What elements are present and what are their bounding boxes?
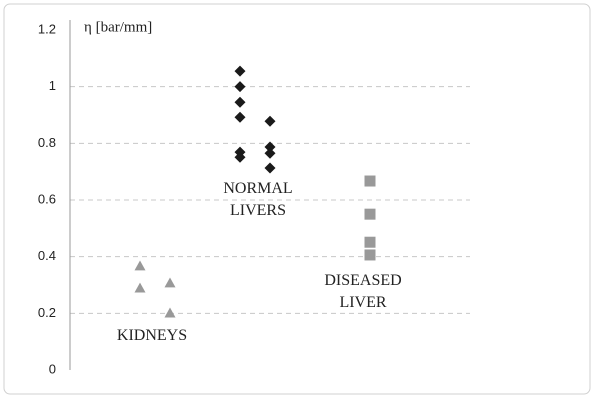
annotation-line: LIVER <box>339 294 386 311</box>
data-point <box>234 65 246 77</box>
y-axis-label: η [bar/mm] <box>84 19 152 35</box>
data-point <box>364 249 376 261</box>
data-point <box>264 141 276 153</box>
annotation-line: NORMAL <box>223 180 292 197</box>
data-point <box>364 208 376 220</box>
y-tick-label: 0 <box>49 361 56 376</box>
data-point <box>234 151 246 163</box>
data-point <box>264 147 276 159</box>
y-tick-label: 0.8 <box>38 135 56 150</box>
annotation: DISEASED LIVER <box>324 272 401 311</box>
data-point <box>264 162 276 174</box>
y-tick-label: 1 <box>49 78 56 93</box>
data-point <box>234 81 246 93</box>
annotation: KIDNEYS <box>117 327 187 344</box>
annotation-line: KIDNEYS <box>117 327 187 344</box>
data-point <box>264 115 276 127</box>
data-point <box>234 111 246 123</box>
data-point <box>164 307 176 318</box>
data-point <box>134 260 146 271</box>
data-point <box>234 96 246 108</box>
y-tick-label: 0.2 <box>38 305 56 320</box>
annotation: NORMAL LIVERS <box>223 180 292 219</box>
data-point <box>364 236 376 248</box>
y-tick-label: 0.4 <box>38 248 56 263</box>
data-point <box>134 282 146 293</box>
annotation-line: DISEASED <box>324 272 401 289</box>
data-point <box>164 277 176 288</box>
data-point <box>364 175 376 187</box>
y-tick-label: 0.6 <box>38 191 56 206</box>
y-tick-label: 1.2 <box>38 21 56 36</box>
annotation-line: LIVERS <box>230 202 286 219</box>
chart-frame <box>3 3 591 395</box>
